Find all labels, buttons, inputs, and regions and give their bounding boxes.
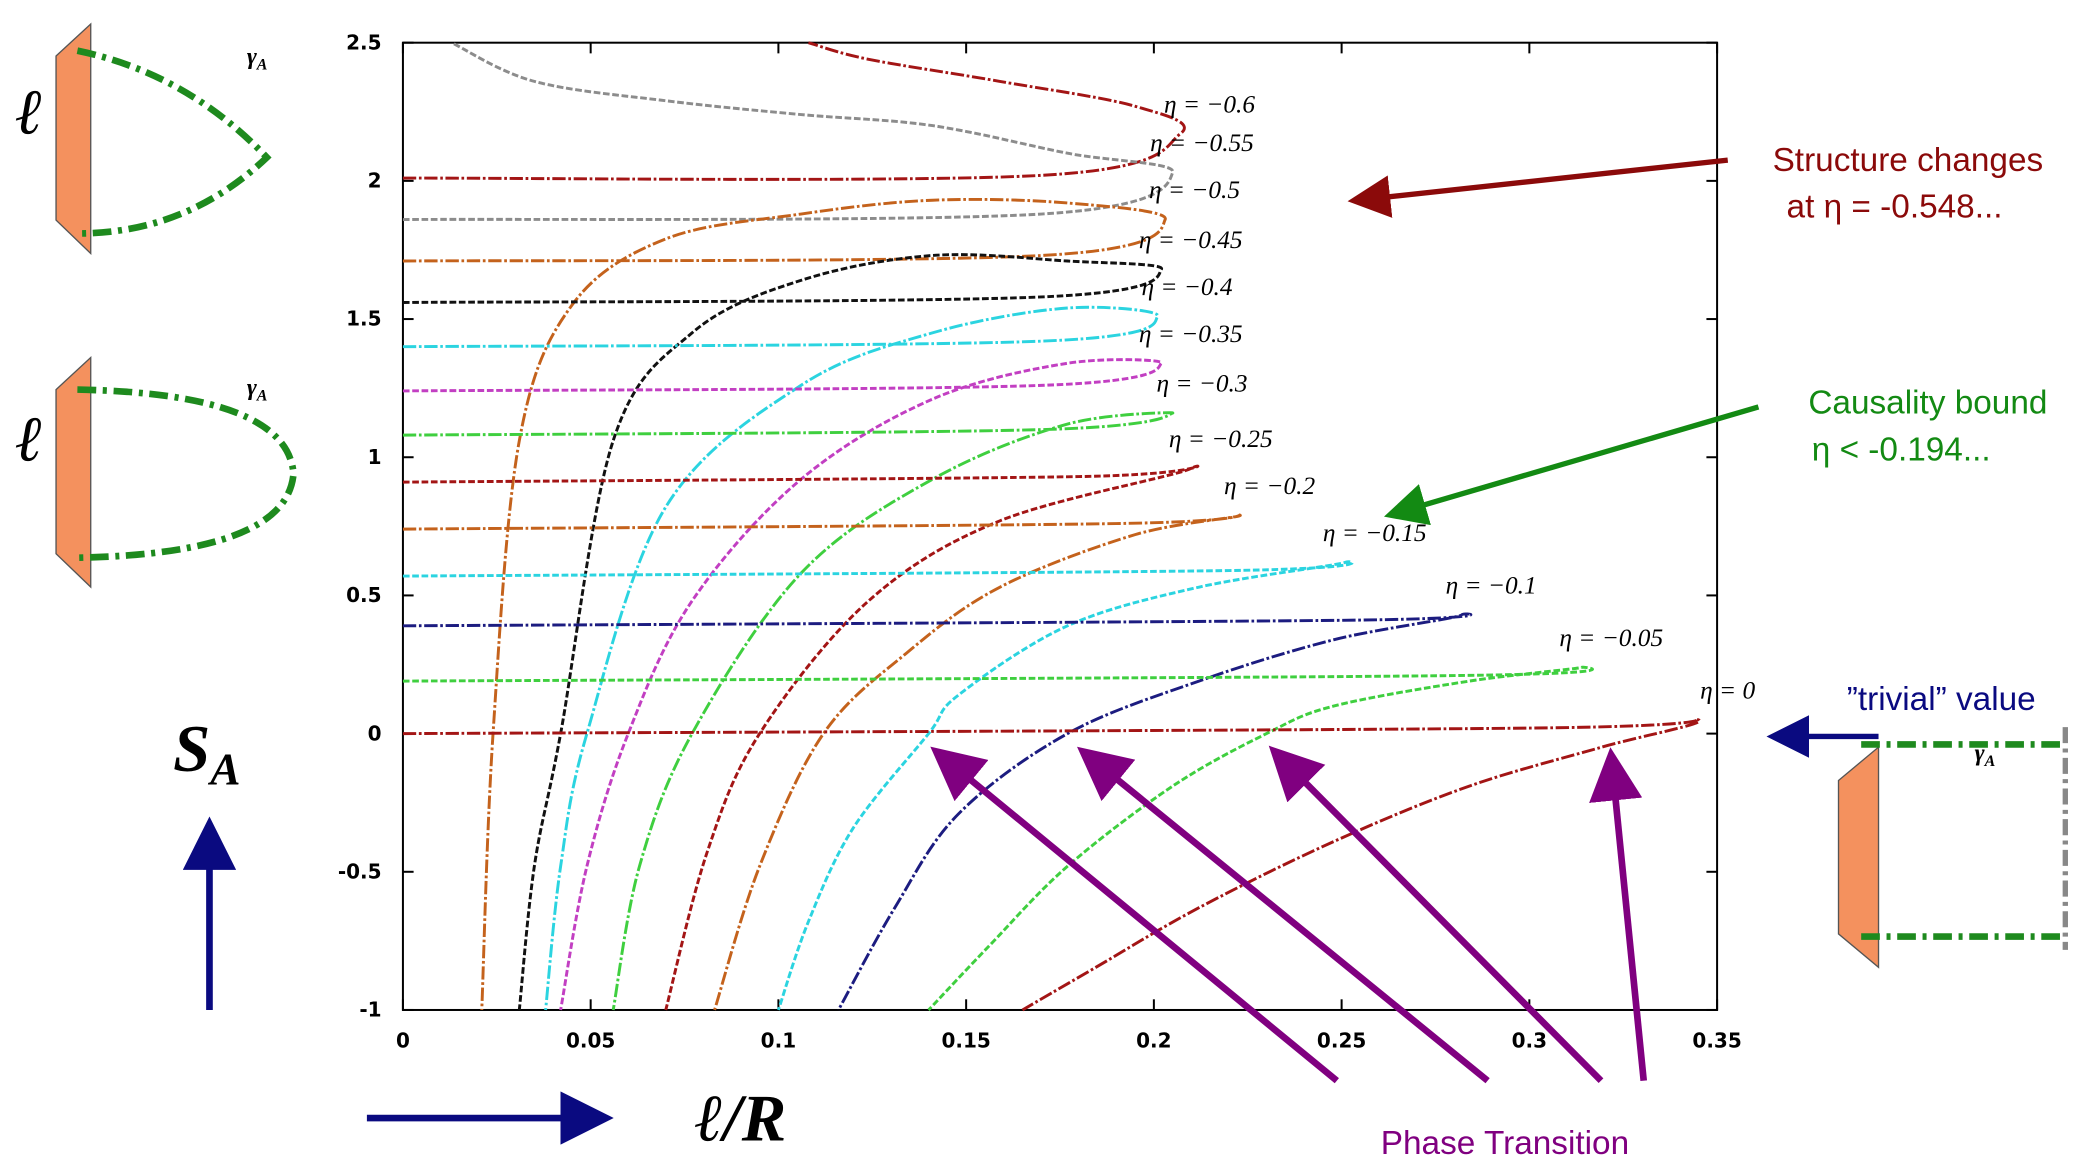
y-tick-label: 0.5 [346, 583, 381, 607]
plot-frame [401, 41, 1719, 1011]
diagram-label: ℓ [16, 76, 43, 147]
series-line [402, 305, 1160, 1011]
series-line [402, 560, 1354, 1011]
y-tick-label: 1 [368, 445, 382, 469]
series-line [402, 358, 1163, 1011]
series-label: η = −0.05 [1559, 624, 1663, 652]
series-line [402, 41, 1175, 222]
series-line [402, 411, 1175, 1011]
y-tick-label: 1.5 [346, 307, 381, 331]
series-label: η = −0.5 [1149, 176, 1240, 204]
diagram: γA [1837, 727, 2068, 969]
series-label: η = −0.55 [1150, 129, 1254, 157]
series-line [402, 665, 1595, 1011]
annotation: Phase Transition [1381, 1125, 1629, 1159]
slab [1837, 745, 1880, 969]
x-tick-label: 0.25 [1317, 1028, 1366, 1052]
slab [55, 356, 92, 589]
y-tick-label: 2.5 [346, 30, 381, 54]
diagram-label: ℓ [16, 403, 43, 474]
series-label: η = −0.3 [1156, 370, 1247, 398]
y-axis-label: SA [173, 713, 240, 794]
arrow [930, 746, 1339, 1084]
curve [77, 386, 297, 562]
annotation: Structure changes [1773, 142, 2044, 179]
series-line [402, 513, 1242, 1011]
series-line [402, 612, 1473, 1011]
y-tick-label: -0.5 [338, 859, 382, 883]
x-tick-label: 0.2 [1136, 1028, 1171, 1052]
series-label: η = −0.6 [1164, 91, 1255, 119]
diagram-curve-label: γA [247, 375, 268, 404]
diagram-curve-label: γA [247, 44, 268, 73]
annotation: at η = -0.548... [1787, 188, 2003, 225]
arrow [1077, 746, 1490, 1084]
arrow [1268, 745, 1604, 1084]
annotations: Structure changes at η = -0.548... Causa… [173, 142, 2047, 1159]
series-label: η = −0.45 [1139, 226, 1243, 254]
y-tick-label: -1 [359, 998, 381, 1022]
x-tick-label: 0.05 [566, 1028, 615, 1052]
series-label: η = −0.35 [1139, 320, 1243, 348]
series-line [402, 464, 1200, 1011]
annotation: η < -0.194... [1812, 431, 1991, 468]
diagram: ℓ γA [16, 22, 272, 256]
series-line [402, 253, 1163, 1011]
plot-area: 0 0.05 0.1 0.15 0.2 0.25 0.3 0.35 -1 -0.5 0 0.5 1 1.5… [338, 30, 1756, 1052]
annotation: ”trivial” value [1847, 681, 2036, 718]
x-tick-label: 0.15 [941, 1028, 990, 1052]
series-label: η = −0.25 [1169, 425, 1273, 453]
diagram-curve-label: γA [1975, 740, 1996, 769]
series-label: η = −0.1 [1446, 571, 1537, 599]
x-axis-label: ℓ/R [695, 1083, 787, 1156]
arrow [1347, 157, 1729, 218]
x-tick-label: 0 [396, 1028, 410, 1052]
y-tick-label: 0 [368, 721, 382, 745]
diagram: ℓ γA [16, 356, 297, 589]
series-line [402, 717, 1702, 1012]
series-label: η = 0 [1700, 676, 1755, 704]
x-tick-label: 0.3 [1512, 1028, 1547, 1052]
slab [55, 22, 92, 256]
x-tick-label: 0.1 [761, 1028, 796, 1052]
series-line [402, 197, 1167, 1011]
x-tick-label: 0.35 [1692, 1028, 1741, 1052]
arrow [1589, 747, 1648, 1082]
series-label: η = −0.2 [1224, 472, 1315, 500]
series-line [402, 41, 1186, 181]
annotation: Causality bound [1808, 385, 2047, 422]
arrow [1383, 404, 1760, 526]
series-label: η = −0.4 [1141, 273, 1232, 301]
curve [76, 47, 272, 237]
y-tick-label: 2 [368, 169, 382, 193]
series-label: η = −0.15 [1323, 519, 1427, 547]
